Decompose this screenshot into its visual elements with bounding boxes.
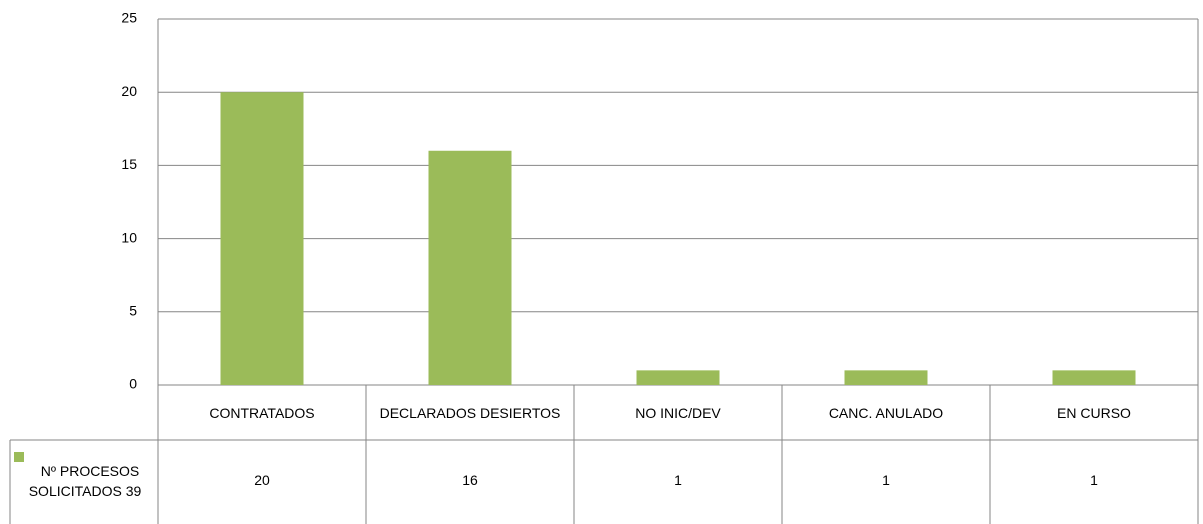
y-tick-label: 5 (129, 303, 137, 319)
data-label: 20 (254, 472, 270, 488)
data-label: 1 (882, 472, 890, 488)
bar (844, 370, 928, 385)
data-label: 1 (1090, 472, 1098, 488)
category-label: NO INIC/DEV (635, 404, 721, 421)
data-label: 16 (462, 472, 478, 488)
bar (428, 150, 512, 385)
bar (1052, 370, 1136, 385)
y-tick-label: 25 (121, 10, 137, 26)
category-label: CONTRATADOS (209, 404, 315, 421)
data-label: 1 (674, 472, 682, 488)
bar (636, 370, 720, 385)
bar (220, 92, 304, 385)
legend-label: Nº PROCESOS SOLICITADOS 39 (28, 463, 142, 499)
y-tick-label: 15 (121, 156, 137, 172)
y-tick-label: 20 (121, 83, 137, 99)
y-tick-label: 10 (121, 229, 137, 245)
legend-swatch (14, 452, 24, 462)
y-tick-label: 0 (129, 376, 137, 392)
category-label: EN CURSO (1057, 404, 1131, 421)
category-label: DECLARADOS DESIERTOS (379, 404, 561, 421)
category-label: CANC. ANULADO (828, 404, 944, 421)
